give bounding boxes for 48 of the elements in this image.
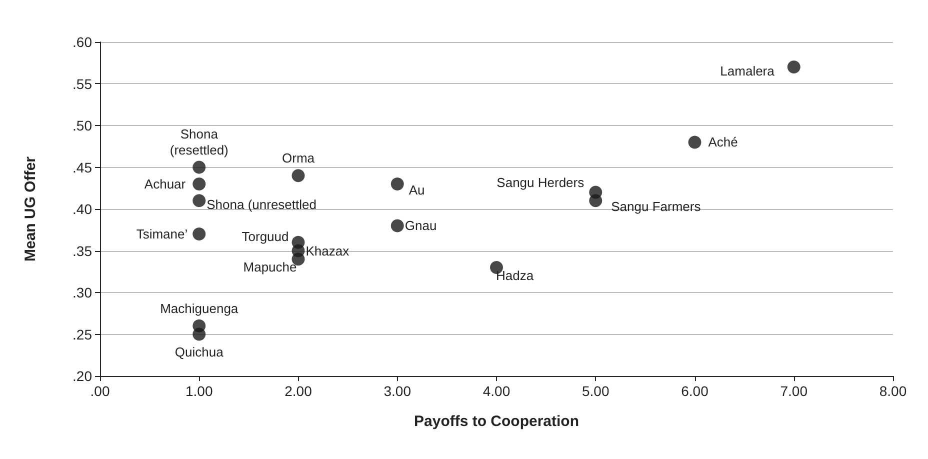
x-tick-label: 5.00 [582, 383, 610, 399]
annotation: Torguud [242, 228, 289, 244]
x-tick-label: 1.00 [186, 383, 213, 399]
y-tick-label: .20 [72, 368, 92, 384]
point [390, 219, 404, 232]
point [688, 136, 702, 149]
y-axis-title: Mean UG Offer [22, 156, 39, 262]
x-tick-label: 3.00 [384, 383, 412, 399]
annotation: Au [408, 182, 425, 198]
x-tick-label: 4.00 [482, 383, 510, 399]
annotation: Gnau [404, 218, 437, 234]
y-tick-label: .40 [72, 201, 92, 217]
point [192, 177, 206, 190]
annotation: Khazax [306, 243, 350, 258]
point [787, 60, 800, 74]
y-tick-label: .30 [72, 284, 92, 300]
annotation: Quichua [174, 344, 224, 360]
point [390, 177, 404, 190]
y-tick-label: .55 [72, 76, 92, 92]
y-tick-label: .60 [72, 34, 92, 50]
x-tick-label: 2.00 [284, 383, 312, 399]
y-tick-label: .35 [72, 242, 92, 259]
point [589, 194, 602, 208]
point [192, 160, 206, 174]
annotation: Orma [282, 150, 316, 166]
x-tick-label: 8.00 [879, 383, 907, 399]
point [292, 169, 305, 182]
annotation: Lamalera [720, 64, 776, 79]
x-tick-label: 7.00 [780, 383, 808, 399]
annotation: Machiguenga [160, 300, 239, 316]
annotation: Shona (resettled) [170, 126, 228, 158]
x-tick-label: .00 [90, 383, 110, 399]
annotation: Sangu Farmers [611, 199, 702, 214]
annotation: Aché [708, 134, 738, 150]
x-axis-title: Payoffs to Cooperation [414, 413, 580, 430]
annotation: Sangu Herders [496, 174, 585, 190]
y-tick-label: .25 [72, 326, 92, 342]
point [192, 228, 206, 241]
annotation: Tsimane’ [136, 226, 188, 242]
annotation: Mapuche [243, 260, 297, 275]
annotation: Achuar [144, 176, 186, 192]
point [192, 194, 206, 208]
annotation: Shona (unresettled [206, 197, 316, 212]
x-tick-label: 6.00 [681, 383, 709, 399]
y-tick-label: .50 [72, 118, 92, 134]
point [192, 328, 206, 341]
annotation: Hadza [496, 268, 534, 283]
y-tick-label: .45 [72, 159, 92, 176]
